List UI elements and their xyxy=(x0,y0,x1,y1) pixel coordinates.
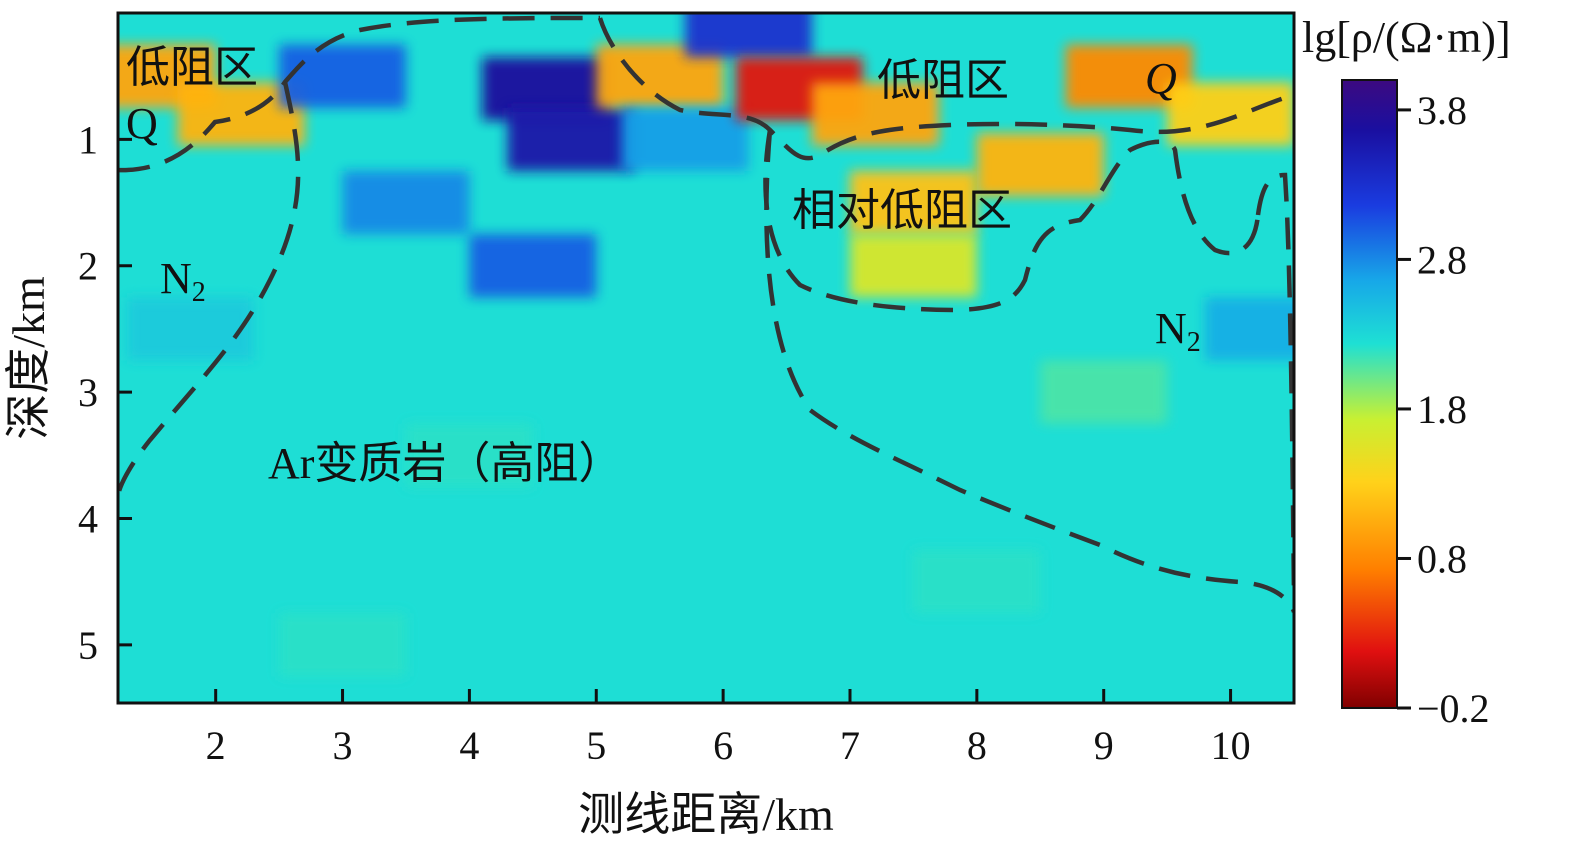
y-tick-label: 4 xyxy=(78,496,98,541)
heatmap-cell xyxy=(685,13,812,58)
x-tick-label: 2 xyxy=(206,723,226,768)
x-tick-label: 3 xyxy=(333,723,353,768)
x-tick-label: 4 xyxy=(459,723,479,768)
colorbar-gradient xyxy=(1341,79,1398,709)
heatmap-cell xyxy=(849,170,977,235)
annotation-low-resistivity-right: 低阻区 xyxy=(877,56,1009,105)
x-tick-label: 7 xyxy=(840,723,860,768)
heatmap-cell xyxy=(621,107,749,171)
colorbar-tick-label: 1.8 xyxy=(1417,387,1467,432)
boundary-line-left-q xyxy=(118,15,601,173)
y-axis-title: 深度/km xyxy=(3,276,54,440)
heatmap-cells xyxy=(118,13,1294,703)
x-axis-ticks: 2 3 4 5 6 7 8 9 10 xyxy=(206,689,1251,768)
heatmap-cell xyxy=(469,234,597,298)
colorbar-tick-label: 2.8 xyxy=(1417,237,1467,282)
heatmap-cell xyxy=(1040,360,1168,424)
heatmap-cell xyxy=(913,550,1041,614)
boundary-line-ar-n2 xyxy=(764,129,1294,613)
boundary-line-left-n2 xyxy=(118,81,301,496)
colorbar: lg[ρ/(Ω·m)] 3.8 2.8 1.8 0.8 −0.2 xyxy=(1302,13,1511,731)
annotation-q-left: Q xyxy=(126,99,158,148)
colorbar-tick-label: 0.8 xyxy=(1417,536,1467,581)
plot-frame xyxy=(116,11,1296,705)
heatmap-cell xyxy=(507,107,635,171)
annotation-q-right: Q xyxy=(1145,54,1177,103)
y-axis-ticks: 1 2 3 4 5 xyxy=(78,117,132,668)
heatmap-cell xyxy=(849,234,977,298)
annotation-low-resistivity-left: 低阻区 xyxy=(126,43,258,92)
x-tick-label: 8 xyxy=(967,723,987,768)
heatmap-cell xyxy=(976,133,1104,197)
x-tick-label: 10 xyxy=(1211,723,1251,768)
x-axis-title: 测线距离/km xyxy=(578,789,834,840)
annotations: 低阻区 Q 低阻区 Q 相对低阻区 N2 N2 Ar变质岩（高阻） xyxy=(126,43,1201,488)
heatmap-cell xyxy=(279,613,406,677)
y-tick-label: 3 xyxy=(78,370,98,415)
colorbar-label: lg[ρ/(Ω·m)] xyxy=(1302,13,1511,62)
annotation-ar-metamorphic: Ar变质岩（高阻） xyxy=(268,439,622,488)
heatmap-cell xyxy=(1205,297,1294,361)
y-tick-label: 5 xyxy=(78,623,98,668)
boundary-line-upper-center xyxy=(597,17,1294,161)
colorbar-ticks: 3.8 2.8 1.8 0.8 −0.2 xyxy=(1397,88,1490,731)
heatmap-cell xyxy=(405,423,533,487)
heatmap-cell xyxy=(1167,82,1294,146)
x-tick-label: 9 xyxy=(1094,723,1114,768)
heatmap-cell xyxy=(811,82,939,146)
x-tick-label: 6 xyxy=(713,723,733,768)
heatmap-cell xyxy=(126,297,254,361)
x-tick-label: 5 xyxy=(586,723,606,768)
heatmap-cell xyxy=(342,170,470,235)
y-tick-label: 2 xyxy=(78,244,98,289)
annotation-relative-low-resistivity: 相对低阻区 xyxy=(792,186,1012,235)
colorbar-tick-label: 3.8 xyxy=(1417,88,1467,133)
heatmap-cell xyxy=(279,44,406,108)
y-tick-label: 1 xyxy=(78,117,98,162)
boundary-line-relative-low xyxy=(763,129,1261,313)
colorbar-tick-label: −0.2 xyxy=(1417,686,1490,731)
